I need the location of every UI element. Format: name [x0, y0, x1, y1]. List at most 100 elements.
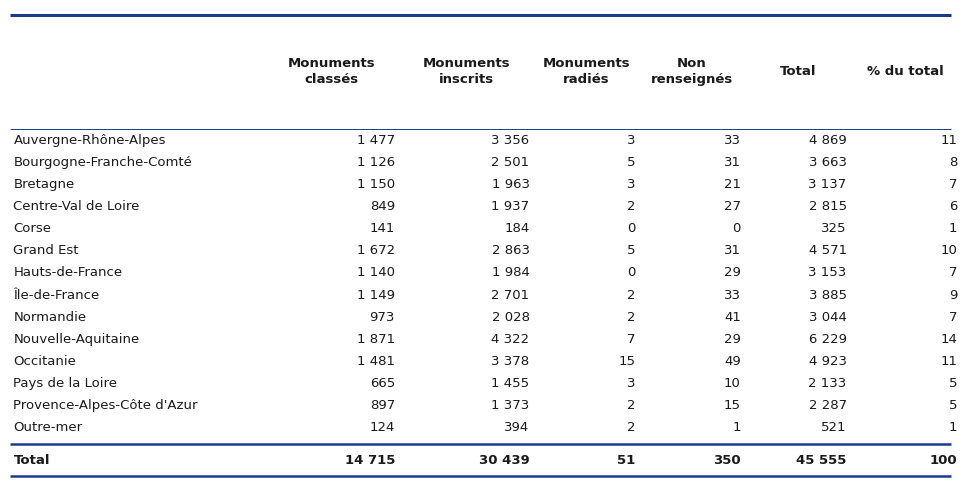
Text: 2 028: 2 028 [491, 310, 530, 324]
Text: Total: Total [779, 65, 816, 78]
Text: 30 439: 30 439 [479, 453, 530, 467]
Text: 3 663: 3 663 [808, 156, 847, 169]
Text: 7: 7 [627, 333, 635, 346]
Text: 0: 0 [627, 222, 635, 235]
Text: 3 137: 3 137 [808, 178, 847, 191]
Text: 5: 5 [627, 244, 635, 257]
Text: 11: 11 [940, 355, 957, 368]
Text: Grand Est: Grand Est [13, 244, 79, 257]
Text: 1 984: 1 984 [492, 266, 530, 279]
Text: 1 373: 1 373 [491, 399, 530, 412]
Text: 849: 849 [370, 200, 395, 213]
Text: 6: 6 [949, 200, 957, 213]
Text: 7: 7 [949, 178, 957, 191]
Text: Île-de-France: Île-de-France [13, 289, 100, 302]
Text: 3: 3 [627, 178, 635, 191]
Text: 1 871: 1 871 [357, 333, 395, 346]
Text: 6 229: 6 229 [808, 333, 847, 346]
Text: 11: 11 [940, 133, 957, 146]
Text: 7: 7 [949, 310, 957, 324]
Text: 9: 9 [949, 289, 957, 302]
Text: 10: 10 [724, 377, 741, 390]
Text: 0: 0 [732, 222, 741, 235]
Text: 1: 1 [949, 422, 957, 434]
Text: Provence-Alpes-Côte d'Azur: Provence-Alpes-Côte d'Azur [13, 399, 198, 412]
Text: 3 885: 3 885 [808, 289, 847, 302]
Text: 7: 7 [949, 266, 957, 279]
Text: 184: 184 [505, 222, 530, 235]
Text: 4 923: 4 923 [808, 355, 847, 368]
Text: Outre-mer: Outre-mer [13, 422, 83, 434]
Text: 5: 5 [949, 377, 957, 390]
Text: 29: 29 [724, 266, 741, 279]
Text: 1 672: 1 672 [357, 244, 395, 257]
Text: 2: 2 [627, 200, 635, 213]
Text: 1 455: 1 455 [491, 377, 530, 390]
Text: Total: Total [13, 453, 50, 467]
Text: 2: 2 [627, 289, 635, 302]
Text: 1 963: 1 963 [491, 178, 530, 191]
Text: 33: 33 [724, 289, 741, 302]
Text: Monuments
classés: Monuments classés [287, 58, 376, 86]
Text: 14: 14 [940, 333, 957, 346]
Text: 3 153: 3 153 [808, 266, 847, 279]
Text: 1: 1 [732, 422, 741, 434]
Text: Normandie: Normandie [13, 310, 86, 324]
Text: 29: 29 [724, 333, 741, 346]
Text: 31: 31 [724, 244, 741, 257]
Text: 2 287: 2 287 [808, 399, 847, 412]
Text: 2 815: 2 815 [808, 200, 847, 213]
Text: 1 937: 1 937 [491, 200, 530, 213]
Text: 1: 1 [949, 222, 957, 235]
Text: 2 501: 2 501 [491, 156, 530, 169]
Text: 325: 325 [821, 222, 847, 235]
Text: Hauts-de-France: Hauts-de-France [13, 266, 123, 279]
Text: 49: 49 [725, 355, 741, 368]
Text: 1 481: 1 481 [357, 355, 395, 368]
Text: 2: 2 [627, 422, 635, 434]
Text: 2 863: 2 863 [491, 244, 530, 257]
Text: 10: 10 [940, 244, 957, 257]
Text: 21: 21 [724, 178, 741, 191]
Text: Non
renseignés: Non renseignés [651, 58, 733, 86]
Text: 3: 3 [627, 377, 635, 390]
Text: 2: 2 [627, 399, 635, 412]
Text: 1 149: 1 149 [357, 289, 395, 302]
Text: 973: 973 [370, 310, 395, 324]
Text: Auvergne-Rhône-Alpes: Auvergne-Rhône-Alpes [13, 133, 166, 146]
Text: 897: 897 [370, 399, 395, 412]
Text: Occitanie: Occitanie [13, 355, 76, 368]
Text: Pays de la Loire: Pays de la Loire [13, 377, 117, 390]
Text: 521: 521 [821, 422, 847, 434]
Text: 33: 33 [724, 133, 741, 146]
Text: 4 869: 4 869 [809, 133, 847, 146]
Text: 27: 27 [724, 200, 741, 213]
Text: 0: 0 [627, 266, 635, 279]
Text: 394: 394 [505, 422, 530, 434]
Text: 2: 2 [627, 310, 635, 324]
Text: 1 477: 1 477 [357, 133, 395, 146]
Text: 2 133: 2 133 [808, 377, 847, 390]
Text: 5: 5 [627, 156, 635, 169]
Text: 3: 3 [627, 133, 635, 146]
Text: 15: 15 [724, 399, 741, 412]
Text: 124: 124 [370, 422, 395, 434]
Text: 14 715: 14 715 [345, 453, 395, 467]
Text: 4 322: 4 322 [491, 333, 530, 346]
Text: 51: 51 [617, 453, 635, 467]
Text: 45 555: 45 555 [797, 453, 847, 467]
Text: 665: 665 [370, 377, 395, 390]
Text: 31: 31 [724, 156, 741, 169]
Text: Monuments
inscrits: Monuments inscrits [422, 58, 510, 86]
Text: 1 150: 1 150 [357, 178, 395, 191]
Text: 3 378: 3 378 [491, 355, 530, 368]
Text: % du total: % du total [868, 65, 944, 78]
Text: 15: 15 [618, 355, 635, 368]
Text: 8: 8 [949, 156, 957, 169]
Text: Bourgogne-Franche-Comté: Bourgogne-Franche-Comté [13, 156, 192, 169]
Text: 100: 100 [929, 453, 957, 467]
Text: 3 044: 3 044 [809, 310, 847, 324]
Text: Monuments
radiés: Monuments radiés [542, 58, 630, 86]
Text: Corse: Corse [13, 222, 52, 235]
Text: Bretagne: Bretagne [13, 178, 75, 191]
